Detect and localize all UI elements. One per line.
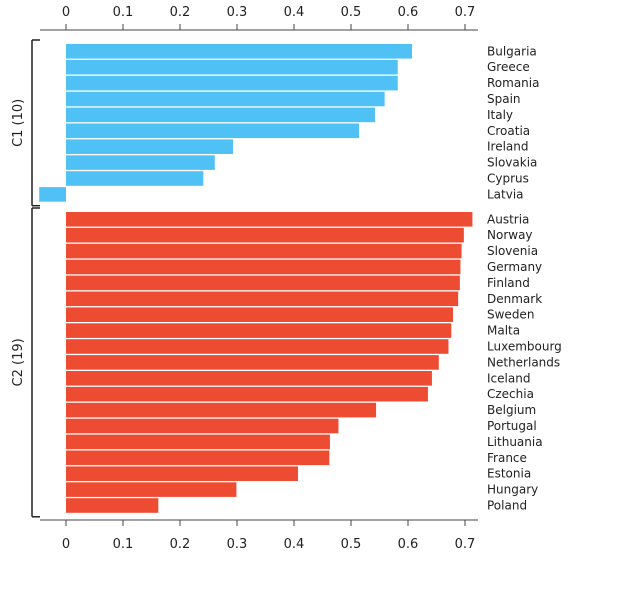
bar-malta bbox=[66, 323, 452, 338]
category-label-slovenia: Slovenia bbox=[487, 244, 538, 258]
category-label-cyprus: Cyprus bbox=[487, 172, 529, 186]
bar-germany bbox=[66, 259, 461, 275]
bar-bulgaria bbox=[66, 44, 412, 59]
category-label-denmark: Denmark bbox=[487, 292, 542, 306]
bar-lithuania bbox=[66, 434, 330, 450]
bars bbox=[39, 44, 473, 513]
category-label-iceland: Iceland bbox=[487, 371, 530, 385]
category-label-austria: Austria bbox=[487, 212, 529, 226]
top-axis-tick-label: 0.4 bbox=[284, 5, 305, 20]
top-axis-tick-label: 0.7 bbox=[455, 5, 476, 20]
category-label-latvia: Latvia bbox=[487, 187, 524, 201]
category-label-poland: Poland bbox=[487, 499, 527, 513]
bottom-axis-tick-label: 0.1 bbox=[113, 537, 134, 552]
bar-denmark bbox=[66, 291, 459, 307]
bar-sweden bbox=[66, 307, 454, 322]
bottom-axis-tick-label: 0.2 bbox=[170, 537, 191, 552]
top-axis-tick-label: 0 bbox=[62, 5, 70, 20]
bottom-axis-tick-label: 0.4 bbox=[284, 537, 305, 552]
bottom-axis-tick-label: 0 bbox=[62, 537, 70, 552]
bar-iceland bbox=[66, 371, 432, 386]
cluster-label-c1: C1 (10) bbox=[11, 99, 26, 147]
bottom-axis-tick-label: 0.5 bbox=[341, 537, 362, 552]
bar-latvia bbox=[39, 187, 66, 202]
top-axis-tick-label: 0.1 bbox=[113, 5, 134, 20]
category-label-hungary: Hungary bbox=[487, 483, 538, 497]
bottom-axis-tick-label: 0.3 bbox=[227, 537, 248, 552]
top-axis-tick-label: 0.6 bbox=[398, 5, 419, 20]
bar-portugal bbox=[66, 418, 339, 434]
category-label-malta: Malta bbox=[487, 324, 520, 338]
bar-slovenia bbox=[66, 243, 462, 259]
category-label-netherlands: Netherlands bbox=[487, 355, 560, 369]
bottom-axis-tick-label: 0.7 bbox=[455, 537, 476, 552]
bar-austria bbox=[66, 212, 473, 227]
bar-netherlands bbox=[66, 355, 439, 370]
bar-belgium bbox=[66, 402, 377, 418]
bar-slovakia bbox=[66, 155, 215, 170]
bar-france bbox=[66, 450, 330, 466]
bar-luxembourg bbox=[66, 339, 449, 354]
category-label-belgium: Belgium bbox=[487, 403, 536, 417]
bar-czechia bbox=[66, 386, 428, 402]
bar-hungary bbox=[66, 482, 237, 497]
category-labels: Bulgaria Greece Romania Spain Italy Croatia Ir… bbox=[487, 44, 562, 512]
cluster-label-c2: C2 (19) bbox=[11, 338, 26, 386]
top-axis-tick-label: 0.2 bbox=[170, 5, 191, 20]
top-axis-tick-label: 0.3 bbox=[227, 5, 248, 20]
bar-norway bbox=[66, 227, 464, 243]
bar-spain bbox=[66, 91, 385, 107]
category-label-bulgaria: Bulgaria bbox=[487, 44, 537, 58]
bar-romania bbox=[66, 75, 398, 91]
category-label-germany: Germany bbox=[487, 260, 542, 274]
bar-cyprus bbox=[66, 171, 204, 186]
category-label-france: France bbox=[487, 451, 527, 465]
axes: 0 0.1 0.2 0.3 0.4 0.5 0.6 0.7 0 0.1 0.2 0.3 0.4 0.5 0.… bbox=[40, 5, 478, 552]
bar-italy bbox=[66, 107, 375, 123]
category-label-czechia: Czechia bbox=[487, 387, 534, 401]
category-label-slovakia: Slovakia bbox=[487, 156, 537, 170]
category-label-luxembourg: Luxembourg bbox=[487, 340, 562, 354]
category-label-ireland: Ireland bbox=[487, 140, 529, 154]
category-label-greece: Greece bbox=[487, 60, 530, 74]
bar-greece bbox=[66, 59, 398, 75]
category-label-italy: Italy bbox=[487, 108, 513, 122]
category-label-lithuania: Lithuania bbox=[487, 435, 543, 449]
bar-finland bbox=[66, 275, 460, 291]
category-label-estonia: Estonia bbox=[487, 467, 531, 481]
top-axis-tick-label: 0.5 bbox=[341, 5, 362, 20]
bottom-axis-tick-label: 0.6 bbox=[398, 537, 419, 552]
category-label-norway: Norway bbox=[487, 228, 533, 242]
bar-estonia bbox=[66, 466, 298, 481]
category-label-portugal: Portugal bbox=[487, 419, 537, 433]
category-label-spain: Spain bbox=[487, 92, 521, 106]
category-label-sweden: Sweden bbox=[487, 308, 534, 322]
category-label-croatia: Croatia bbox=[487, 124, 530, 138]
bar-ireland bbox=[66, 139, 234, 154]
cluster-brackets: C1 (10) C2 (19) bbox=[11, 39, 40, 518]
bar-croatia bbox=[66, 123, 359, 139]
category-label-romania: Romania bbox=[487, 76, 539, 90]
category-label-finland: Finland bbox=[487, 276, 530, 290]
bar-poland bbox=[66, 498, 159, 513]
